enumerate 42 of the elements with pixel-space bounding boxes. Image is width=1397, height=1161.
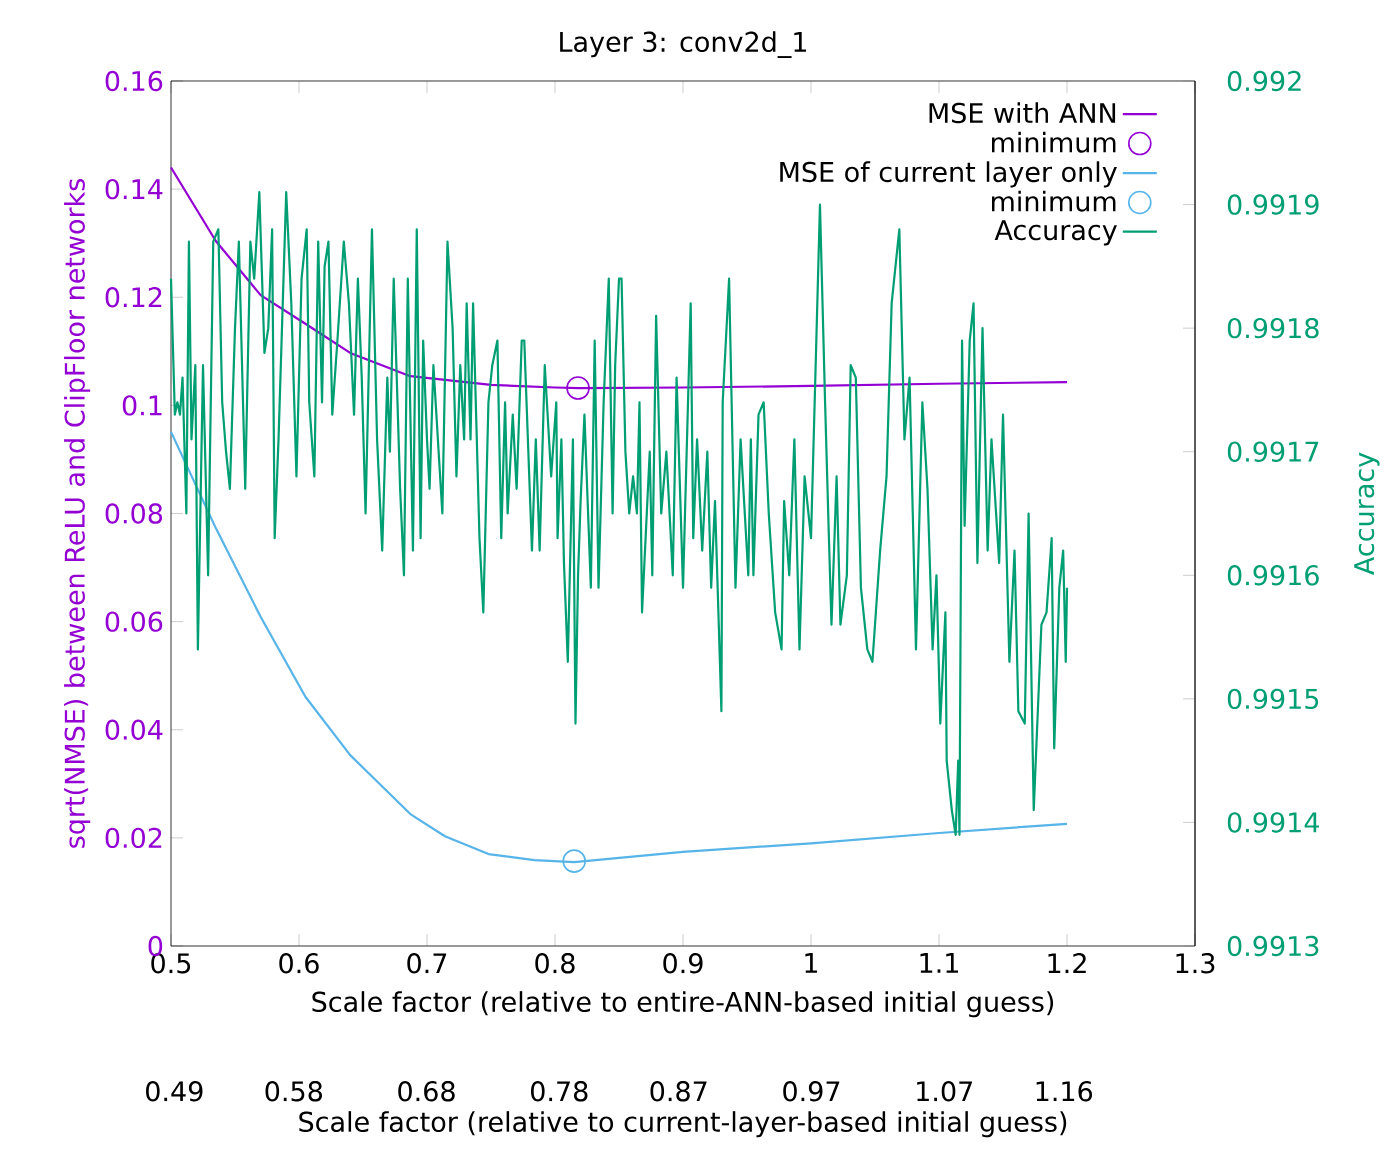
y2-tick-label: 0.9913 xyxy=(1227,935,1319,957)
y2-tick-label: 0.9916 xyxy=(1227,565,1319,586)
x2-tick-label: 1.16 xyxy=(1036,1081,1093,1102)
y2-tick-label: 0.9918 xyxy=(1227,317,1319,339)
legend-label: minimum xyxy=(992,131,1116,153)
y-tick-label: 0.08 xyxy=(105,503,163,524)
y2-tick-label: 0.9915 xyxy=(1227,688,1319,710)
x-tick-label: 1.1 xyxy=(920,953,958,973)
x2-tick-label: 0.78 xyxy=(531,1081,588,1102)
chart-title: Layer 3: conv2d_1 xyxy=(560,31,807,58)
y-tick-label: 0.12 xyxy=(105,287,162,308)
x2-tick-label: 0.49 xyxy=(146,1081,203,1102)
y2-axis-title: Accuracy xyxy=(1354,452,1380,575)
x2-tick-label: 0.87 xyxy=(650,1081,707,1102)
x-axis-title: Scale factor (relative to entire-ANN-based initial guess) xyxy=(312,991,1054,1018)
x-tick-label: 0.8 xyxy=(535,953,575,974)
y-tick-label: 0.04 xyxy=(105,719,163,740)
y2-tick-label: 0.9919 xyxy=(1227,194,1319,215)
x2-axis-title: Scale factor (relative to current-layer-based initial guess) xyxy=(299,1111,1067,1138)
x2-tick-label: 0.97 xyxy=(783,1081,840,1102)
x2-tick-label: 1.07 xyxy=(917,1081,972,1102)
y-tick-label: 0.06 xyxy=(105,611,163,632)
y2-tick-label: 0.9914 xyxy=(1227,812,1319,833)
y-axis-title: sqrt(NMSE) between ReLU and ClipFloor networks xyxy=(64,178,91,848)
legend-label: MSE with ANN xyxy=(929,102,1116,124)
legend-label: Accuracy xyxy=(994,220,1117,246)
y2-tick-label: 0.9917 xyxy=(1227,441,1319,462)
x-tick-label: 0.6 xyxy=(279,953,319,974)
x2-tick-label: 0.68 xyxy=(398,1081,455,1102)
y-tick-label: 0.16 xyxy=(105,70,163,92)
y2-tick-label: 0.992 xyxy=(1227,70,1301,92)
y-tick-label: 0.1 xyxy=(122,395,162,416)
legend-label: minimum xyxy=(992,190,1116,212)
legend-label: MSE of current layer only xyxy=(780,161,1117,188)
y-tick-label: 0.02 xyxy=(105,827,162,849)
x2-tick-label: 0.58 xyxy=(265,1081,323,1102)
x-tick-label: 1.3 xyxy=(1176,953,1215,974)
x-tick-label: 1 xyxy=(805,953,818,973)
x-tick-label: 0.7 xyxy=(407,953,447,974)
x-tick-label: 0.9 xyxy=(663,953,703,974)
y-tick-label: 0.14 xyxy=(105,178,163,200)
x-tick-label: 1.2 xyxy=(1048,953,1086,974)
